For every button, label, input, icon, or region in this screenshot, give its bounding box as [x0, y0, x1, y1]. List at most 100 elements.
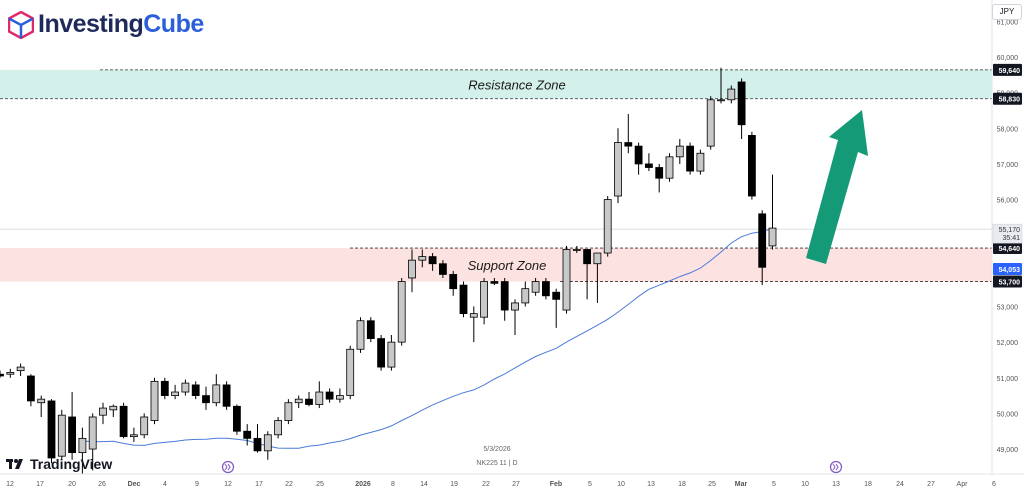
candle — [500, 277, 509, 321]
zone-label: Resistance Zone — [468, 77, 566, 92]
candle — [243, 424, 252, 446]
x-tick-label: Mar — [735, 481, 748, 488]
tradingview-watermark: TradingView — [6, 456, 112, 472]
candle-body — [0, 373, 4, 377]
candle-body — [346, 348, 355, 396]
level-tag-label: 54,640 — [999, 246, 1021, 253]
candle-body — [459, 284, 468, 315]
candle — [88, 413, 97, 471]
candle — [387, 335, 396, 371]
candle — [696, 149, 705, 175]
x-tick-label: 18 — [678, 481, 686, 488]
candle-body — [171, 391, 180, 396]
candle-body — [408, 259, 416, 279]
candle-body — [706, 99, 715, 147]
y-tick-label: 49,000 — [997, 447, 1019, 454]
y-tick-label: 53,000 — [997, 304, 1019, 311]
candle — [37, 395, 46, 417]
candle-body — [614, 142, 622, 197]
candle — [686, 142, 694, 175]
x-tick-label: 27 — [927, 481, 935, 488]
level-tag-label: 54,053 — [999, 267, 1021, 274]
candle-body — [109, 405, 118, 411]
brand-name: InvestingCube — [38, 10, 204, 38]
candle — [675, 138, 684, 164]
candle-body — [397, 281, 406, 343]
hexagon-cube-icon — [8, 10, 34, 39]
candle — [748, 131, 756, 200]
event-marker-icon[interactable] — [829, 460, 843, 474]
x-tick-label: 19 — [450, 481, 458, 488]
candle-body — [6, 372, 15, 375]
candle — [727, 85, 736, 104]
candle-body — [119, 405, 128, 437]
candle — [160, 377, 169, 400]
candle — [294, 395, 303, 409]
candle — [645, 153, 653, 172]
candle-body — [418, 256, 427, 261]
candle — [356, 317, 365, 353]
candle-body — [449, 274, 458, 290]
candle-body — [768, 227, 777, 247]
candle-body — [140, 416, 149, 436]
candle — [284, 399, 293, 425]
x-tick-label: Dec — [128, 481, 141, 488]
y-tick-label: 60,000 — [997, 55, 1019, 62]
candle — [562, 245, 571, 314]
candle-body — [150, 380, 159, 421]
candle-body — [191, 384, 200, 396]
candle-body — [284, 402, 293, 421]
time-axis — [0, 474, 1024, 492]
candle — [202, 386, 210, 410]
candle — [418, 249, 427, 268]
last-price-tag — [992, 223, 1023, 244]
candle — [57, 409, 66, 460]
candle — [665, 153, 674, 182]
candle — [191, 381, 200, 400]
candle — [109, 404, 118, 417]
candle — [480, 277, 489, 325]
candle — [428, 253, 437, 271]
candle-body — [232, 405, 241, 432]
candle-body — [603, 199, 612, 254]
x-tick-label: 9 — [195, 481, 199, 488]
x-tick-label: 26 — [98, 481, 106, 488]
candle-body — [366, 320, 375, 339]
candle — [305, 392, 313, 407]
candle — [397, 277, 406, 346]
candle — [511, 299, 519, 336]
candle — [717, 67, 725, 104]
candle — [150, 377, 159, 425]
level-tag-label: 58,830 — [999, 97, 1021, 104]
candle — [438, 260, 447, 278]
candle-body — [531, 281, 540, 293]
level-tag — [993, 262, 1022, 275]
candle-body — [212, 384, 221, 404]
candle — [459, 281, 468, 318]
candle-body — [181, 382, 190, 393]
x-tick-label: 20 — [68, 481, 76, 488]
candle — [593, 252, 602, 303]
candle-body — [356, 320, 365, 350]
candle-body — [655, 167, 664, 179]
candle — [768, 174, 777, 250]
level-tag-label: 59,640 — [999, 68, 1021, 75]
candle — [78, 427, 87, 474]
candle — [274, 416, 283, 439]
candle-body — [490, 281, 499, 284]
zone-band — [0, 69, 992, 99]
candle-body — [737, 81, 746, 126]
candle — [26, 374, 35, 407]
candle — [490, 277, 499, 286]
currency-selector[interactable]: JPY — [992, 4, 1022, 20]
candle — [346, 345, 355, 400]
level-tag — [993, 242, 1022, 255]
candle — [253, 424, 262, 453]
candle-body — [428, 256, 437, 265]
candle — [469, 306, 478, 343]
last-price-label: 55,170 — [999, 227, 1021, 234]
candle — [181, 379, 190, 396]
level-tag-label: 53,700 — [999, 280, 1021, 287]
event-marker-icon[interactable] — [221, 460, 235, 474]
